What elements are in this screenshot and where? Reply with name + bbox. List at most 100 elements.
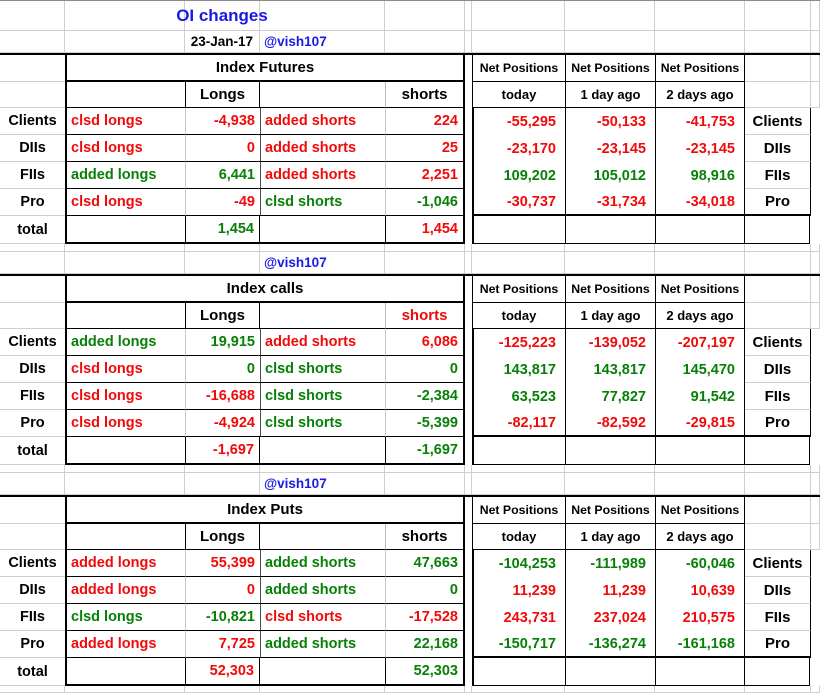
net-today-value: -55,295 (472, 108, 565, 135)
entity-label-right: Clients (745, 108, 811, 135)
empty-cell (472, 252, 565, 274)
empty-cell (655, 216, 745, 244)
date-label: 23-Jan-17 (185, 31, 260, 53)
longs-action: clsd longs (65, 383, 185, 410)
empty-cell (745, 473, 811, 495)
entity-label: DIIs (0, 135, 65, 162)
empty-cell (811, 135, 820, 162)
empty-cell (0, 303, 65, 329)
longs-action: clsd longs (65, 135, 185, 162)
total-row: total 52,303 52,303 (0, 658, 820, 686)
empty-cell (465, 383, 472, 410)
section-index-puts: Index Puts Net Positions Net Positions N… (0, 495, 820, 693)
longs-value: -49 (185, 189, 260, 216)
page-title: OI changes (176, 1, 268, 31)
empty-cell (655, 473, 745, 495)
total-row: total 1,454 1,454 (0, 216, 820, 244)
column-header-row: Longs shorts today 1 day ago 2 days ago (0, 524, 820, 550)
net-2days-value: 210,575 (655, 604, 745, 631)
empty-cell (465, 216, 472, 244)
empty-cell (0, 1, 65, 31)
longs-value: -4,938 (185, 108, 260, 135)
empty-cell (811, 604, 820, 631)
empty-cell (811, 1, 820, 31)
empty-cell (385, 1, 465, 31)
column-header-row: Longs shorts today 1 day ago 2 days ago (0, 82, 820, 108)
empty-cell (465, 329, 472, 356)
total-longs-value: 52,303 (185, 658, 260, 686)
entity-label: Clients (0, 550, 65, 577)
empty-cell (811, 252, 820, 274)
longs-value: 0 (185, 577, 260, 604)
table-row: Clients added longs 55,399 added shorts … (0, 550, 820, 577)
empty-cell (385, 473, 465, 495)
empty-cell (811, 383, 820, 410)
net-1day-header: 1 day ago (565, 303, 655, 329)
shorts-value: 0 (385, 577, 465, 604)
net-1day-value: -82,592 (565, 410, 655, 437)
empty-cell (465, 108, 472, 135)
section-title: Index Futures (65, 55, 465, 82)
net-positions-header: Net Positions (472, 276, 565, 303)
net-1day-value: -111,989 (565, 550, 655, 577)
net-2days-value: -161,168 (655, 631, 745, 658)
empty-cell (465, 577, 472, 604)
net-positions-header: Net Positions (565, 497, 655, 524)
longs-value: -4,924 (185, 410, 260, 437)
shorts-value: -17,528 (385, 604, 465, 631)
empty-cell (65, 82, 185, 108)
shorts-value: 2,251 (385, 162, 465, 189)
entity-label: FIIs (0, 162, 65, 189)
table-row: Pro clsd longs -4,924 clsd shorts -5,399… (0, 410, 820, 437)
shorts-action: clsd shorts (260, 383, 385, 410)
empty-cell (465, 303, 472, 329)
empty-cell (811, 162, 820, 189)
net-1day-value: 105,012 (565, 162, 655, 189)
empty-cell (0, 31, 65, 53)
section-index-calls: Index calls Net Positions Net Positions … (0, 274, 820, 495)
empty-cell (0, 55, 65, 82)
net-2days-value: -207,197 (655, 329, 745, 356)
total-shorts-value: 52,303 (385, 658, 465, 686)
spacer-row (0, 244, 820, 252)
longs-action: added longs (65, 550, 185, 577)
net-1day-header: 1 day ago (565, 524, 655, 550)
longs-action: added longs (65, 631, 185, 658)
entity-label: Clients (0, 329, 65, 356)
empty-cell (472, 658, 565, 686)
empty-cell (465, 524, 472, 550)
empty-cell (465, 437, 472, 465)
shorts-value: -1,046 (385, 189, 465, 216)
shorts-value: 224 (385, 108, 465, 135)
empty-cell (260, 437, 385, 465)
section-data-rows: Clients added longs 19,915 added shorts … (0, 329, 820, 437)
empty-cell (65, 31, 185, 53)
empty-cell (472, 31, 565, 53)
table-row: DIIs clsd longs 0 added shorts 25 -23,17… (0, 135, 820, 162)
shorts-action: added shorts (260, 162, 385, 189)
shorts-action: clsd shorts (260, 356, 385, 383)
net-2days-value: -29,815 (655, 410, 745, 437)
table-row: Pro added longs 7,725 added shorts 22,16… (0, 631, 820, 658)
entity-label-right: Clients (745, 329, 811, 356)
empty-cell (565, 31, 655, 53)
shorts-value: -2,384 (385, 383, 465, 410)
empty-cell (260, 216, 385, 244)
net-1day-value: -31,734 (565, 189, 655, 216)
net-2days-header: 2 days ago (655, 82, 745, 108)
empty-cell (745, 82, 811, 108)
empty-cell (811, 276, 820, 303)
table-row: FIIs added longs 6,441 added shorts 2,25… (0, 162, 820, 189)
longs-value: 7,725 (185, 631, 260, 658)
empty-cell (655, 658, 745, 686)
empty-cell (0, 82, 65, 108)
empty-cell (811, 356, 820, 383)
longs-column-header: Longs (185, 524, 260, 550)
empty-cell (811, 329, 820, 356)
longs-value: 0 (185, 135, 260, 162)
section-data-rows: Clients clsd longs -4,938 added shorts 2… (0, 108, 820, 216)
longs-action: clsd longs (65, 189, 185, 216)
empty-cell (565, 658, 655, 686)
entity-label-right: DIIs (745, 577, 811, 604)
